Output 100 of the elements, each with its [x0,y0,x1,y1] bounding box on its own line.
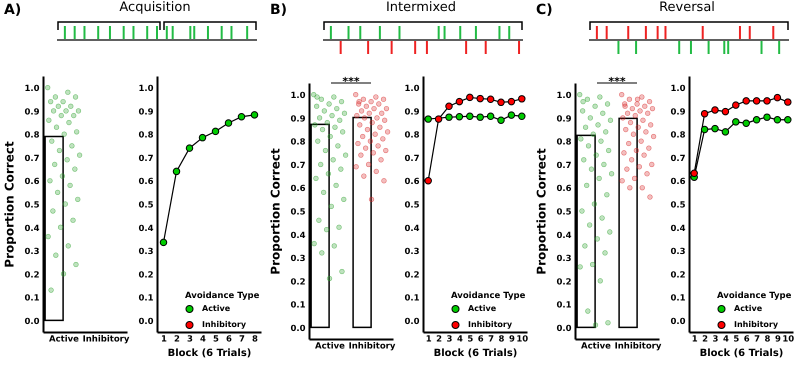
x-axis-title: Block (6 Trials) [168,348,252,359]
point [763,113,771,121]
y-tick-label: 0.0 [138,316,154,327]
y-tick-label: 0.1 [138,294,154,304]
y-axis-title: Proportion Correct [534,148,548,275]
y-tick-label: 0.8 [556,138,572,148]
y-axis-title: Proportion Correct [268,148,282,275]
y-tick-label: 0.7 [24,154,40,164]
point [445,102,453,110]
x-tick-label: 5 [733,334,740,344]
point [424,176,432,184]
y-tick-label: 0.1 [24,294,40,304]
point [711,124,719,132]
x-tick-label: 7 [754,334,760,344]
point [434,115,442,123]
point [476,94,484,102]
point [486,96,494,104]
y-tick-label: 0.4 [404,224,420,234]
x-tick-label: 2 [436,334,442,344]
point [212,128,220,136]
x-tick-label: 8 [764,334,771,344]
x-axis-title: Block (6 Trials) [700,348,784,359]
y-tick-label: 0.3 [404,247,420,258]
x-tick-label: 9 [774,334,781,344]
y-axis-title: Proportion Correct [2,141,16,268]
legend-title: Avoidance Type [717,291,792,301]
y-tick-label: 0.0 [556,324,572,334]
y-tick-label: 0.0 [290,324,306,334]
y-tick-label: 0.1 [290,300,306,311]
x-tick-label: 3 [712,334,719,344]
y-tick-label: 1.0 [404,84,420,94]
text: B) [270,2,288,18]
x-tick-label: Active [315,342,346,352]
point [198,134,206,142]
y-tick-label: 1.0 [24,84,40,94]
y-tick-label: 0.2 [404,270,420,280]
y-tick-label: 0.2 [138,270,154,280]
y-tick-label: 1.0 [670,84,686,94]
x-tick-label: Inhibitory [82,334,130,344]
legend-title: Avoidance Type [185,291,260,301]
annotation: *** [342,75,360,88]
point [732,118,740,126]
point [497,116,505,124]
point [172,168,180,176]
point [508,111,516,119]
y-tick-label: 0.6 [556,184,572,194]
point [752,116,760,124]
x-tick-label: 5 [467,334,474,344]
point [486,112,494,120]
point [774,116,782,124]
y-tick-label: 0.2 [24,270,40,280]
legend-title: Avoidance Type [451,291,526,301]
y-tick-label: 0.3 [670,247,686,258]
x-tick-label: 1 [161,334,168,344]
point [497,98,505,106]
y-tick-label: 0.5 [404,200,420,210]
point [742,97,750,105]
y-tick-label: 0.6 [138,177,154,188]
y-tick-label: 0.6 [670,177,686,188]
y-tick-label: 0.7 [290,160,306,171]
point [722,128,730,136]
y-tick-label: 0.6 [290,184,306,194]
point [224,119,232,127]
point [742,120,750,127]
y-tick-label: 0.7 [404,154,420,164]
y-tick-label: 1.0 [138,84,154,94]
text: A) [4,2,22,18]
y-tick-label: 0.2 [556,277,572,288]
y-tick-label: 0.9 [138,107,154,118]
point [784,98,792,106]
x-tick-label: Active [581,342,612,352]
point [732,101,740,109]
y-tick-label: 0.3 [290,254,306,264]
point [711,106,719,114]
y-tick-label: 0.8 [138,130,154,141]
x-tick-label: Inhibitory [614,342,662,352]
y-tick-label: 0.9 [404,107,420,118]
y-tick-label: 0.4 [670,224,686,234]
x-tick-label: 10 [782,334,794,344]
y-tick-label: 0.9 [290,114,306,124]
x-tick-label: 6 [226,334,232,344]
point [722,108,730,116]
legend-label: Inhibitory [468,320,513,329]
x-axis-title: Block (6 Trials) [434,348,518,359]
y-tick-label: 0.1 [556,300,572,311]
y-tick-label: 0.4 [290,230,306,241]
point [700,126,708,134]
y-tick-label: 0.0 [24,316,40,327]
point [250,111,258,119]
y-tick-label: 0.8 [24,130,40,141]
x-tick-label: 8 [498,334,505,344]
point [186,144,194,152]
x-tick-label: 6 [478,334,484,344]
point [518,95,526,103]
y-tick-label: 0.6 [404,177,420,188]
x-tick-label: 4 [200,334,206,344]
y-tick-label: 0.5 [556,208,572,218]
point [508,98,516,106]
x-tick-label: 7 [239,334,246,344]
point [700,110,708,118]
